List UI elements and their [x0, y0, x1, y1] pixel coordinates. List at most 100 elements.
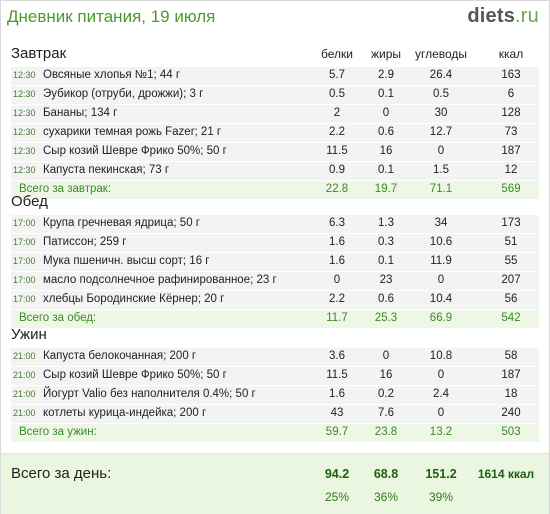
food-name[interactable]: Овсяные хлопья №1; 44 г	[43, 69, 181, 81]
food-name[interactable]: масло подсолнечное рафинированное; 23 г	[43, 274, 277, 286]
section-total-row: Всего за обед: 11.7 25.3 66.9 542	[11, 309, 539, 328]
food-row[interactable]: 17:00 хлебцы Бородинские Кёрнер; 20 г 2.2 0…	[11, 290, 539, 309]
food-name[interactable]: Йогурт Valio без наполнителя 0.4%; 50 г	[43, 388, 256, 400]
food-fat: 0.6	[378, 293, 394, 305]
food-fat: 0.2	[378, 388, 394, 400]
food-time: 17:00	[13, 237, 36, 247]
section-total-protein: 22.8	[325, 183, 349, 195]
section-total-fat: 25.3	[374, 312, 398, 324]
food-time: 12:30	[13, 108, 36, 118]
logo-tld: .ru	[515, 5, 539, 27]
section-total-label: Всего за обед:	[19, 312, 97, 324]
section-total-fat: 23.8	[374, 426, 398, 438]
food-kcal: 187	[501, 145, 521, 157]
food-kcal: 51	[504, 236, 518, 248]
food-row[interactable]: 12:30 Овсяные хлопья №1; 44 г 5.7 2.9 26.4 16…	[11, 66, 539, 85]
food-protein: 2.2	[329, 293, 345, 305]
food-time: 12:30	[13, 127, 36, 137]
food-kcal: 207	[501, 274, 521, 286]
col-fat: жиры	[370, 47, 402, 61]
food-kcal: 173	[501, 217, 521, 229]
food-carbs: 0	[437, 274, 445, 286]
section-total-row: Всего за завтрак: 22.8 19.7 71.1 569	[11, 180, 539, 199]
food-protein: 0.5	[329, 88, 345, 100]
food-row[interactable]: 12:30 Сыр козий Шевре Фрико 50%; 50 г 11.5…	[11, 142, 539, 161]
food-time: 21:00	[13, 389, 36, 399]
food-carbs: 1.5	[433, 164, 449, 176]
food-name[interactable]: Мука пшеничн. высш сорт; 16 г	[43, 255, 210, 267]
food-fat: 7.6	[378, 407, 394, 419]
food-kcal: 12	[504, 164, 518, 176]
day-kcal: 1614 ккал	[477, 467, 535, 481]
food-row[interactable]: 21:00 Капуста белокочанная; 200 г 3.6 0 10.8…	[11, 347, 539, 366]
col-kcal: ккал	[498, 47, 524, 61]
food-time: 21:00	[13, 370, 36, 380]
food-carbs: 26.4	[429, 69, 453, 81]
food-name[interactable]: котлеты курица-индейка; 200 г	[43, 407, 207, 419]
food-row[interactable]: 17:00 Патиссон; 259 г 1.6 0.3 10.6 51	[11, 233, 539, 252]
food-protein: 0	[333, 274, 341, 286]
food-name[interactable]: Бананы; 134 г	[43, 107, 118, 119]
food-kcal: 128	[501, 107, 521, 119]
food-fat: 1.3	[378, 217, 394, 229]
food-name[interactable]: хлебцы Бородинские Кёрнер; 20 г	[43, 293, 225, 305]
food-row[interactable]: 12:30 Капуста пекинская; 73 г 0.9 0.1 1.5 12	[11, 161, 539, 180]
food-time: 12:30	[13, 89, 36, 99]
section-total-kcal: 503	[501, 426, 521, 438]
food-time: 17:00	[13, 294, 36, 304]
food-protein: 0.9	[329, 164, 345, 176]
food-name[interactable]: Патиссон; 259 г	[43, 236, 127, 248]
food-time: 17:00	[13, 218, 36, 228]
food-carbs: 2.4	[433, 388, 449, 400]
food-time: 17:00	[13, 275, 36, 285]
food-name[interactable]: Крупа гречневая ядрица; 50 г	[43, 217, 200, 229]
section-total-label: Всего за ужин:	[19, 426, 97, 438]
food-kcal: 56	[504, 293, 518, 305]
food-name[interactable]: Сыр козий Шевре Фрико 50%; 50 г	[43, 145, 227, 157]
food-time: 12:30	[13, 165, 36, 175]
day-total-label: Всего за день:	[11, 465, 112, 482]
food-name[interactable]: сухарики темная рожь Fazer; 21 г	[43, 126, 222, 138]
food-fat: 0	[382, 107, 390, 119]
day-fat-pct: 36%	[373, 490, 399, 504]
day-fat: 68.8	[373, 467, 399, 481]
food-name[interactable]: Сыр козий Шевре Фрико 50%; 50 г	[43, 369, 227, 381]
day-total: Всего за день: 94.2 68.8 151.2 1614 ккал…	[1, 453, 549, 514]
logo-name: diets	[467, 5, 516, 27]
food-row[interactable]: 12:30 Эубикор (отруби, дрожжи); 3 г 0.5 0.1…	[11, 85, 539, 104]
food-kcal: 18	[504, 388, 518, 400]
food-name[interactable]: Эубикор (отруби, дрожжи); 3 г	[43, 88, 204, 100]
food-fat: 0.1	[378, 88, 394, 100]
food-protein: 3.6	[329, 350, 345, 362]
food-carbs: 11.9	[430, 255, 452, 267]
section-total-carbs: 13.2	[429, 426, 453, 438]
food-fat: 0	[382, 350, 390, 362]
food-name[interactable]: Капуста пекинская; 73 г	[43, 164, 170, 176]
food-row[interactable]: 21:00 Йогурт Valio без наполнителя 0.4%; …	[11, 385, 539, 404]
food-protein: 1.6	[329, 255, 345, 267]
food-row[interactable]: 17:00 Крупа гречневая ядрица; 50 г 6.3 1.3 3…	[11, 214, 539, 233]
food-protein: 1.6	[329, 388, 345, 400]
food-name[interactable]: Капуста белокочанная; 200 г	[43, 350, 197, 362]
food-kcal: 6	[507, 88, 515, 100]
food-fat: 0.3	[378, 236, 394, 248]
food-row[interactable]: 12:30 Бананы; 134 г 2 0 30 128	[11, 104, 539, 123]
food-time: 17:00	[13, 256, 36, 266]
food-row[interactable]: 17:00 масло подсолнечное рафинированное; …	[11, 271, 539, 290]
food-row[interactable]: 17:00 Мука пшеничн. высш сорт; 16 г 1.6 0.1…	[11, 252, 539, 271]
food-protein: 11.5	[326, 369, 348, 381]
food-time: 21:00	[13, 408, 36, 418]
food-row[interactable]: 21:00 Сыр козий Шевре Фрико 50%; 50 г 11.5…	[11, 366, 539, 385]
food-carbs: 12.7	[429, 126, 453, 138]
col-carbs: углеводы	[414, 47, 468, 61]
section-total-row: Всего за ужин: 59.7 23.8 13.2 503	[11, 423, 539, 442]
food-protein: 2	[333, 107, 341, 119]
food-row[interactable]: 12:30 сухарики темная рожь Fazer; 21 г 2.2…	[11, 123, 539, 142]
section-title: Ужин	[11, 326, 47, 343]
food-kcal: 73	[504, 126, 518, 138]
food-fat: 16	[379, 369, 393, 381]
food-row[interactable]: 21:00 котлеты курица-индейка; 200 г 43 7.6 0…	[11, 404, 539, 423]
food-fat: 16	[379, 145, 393, 157]
site-logo[interactable]: diets.ru	[467, 5, 539, 28]
